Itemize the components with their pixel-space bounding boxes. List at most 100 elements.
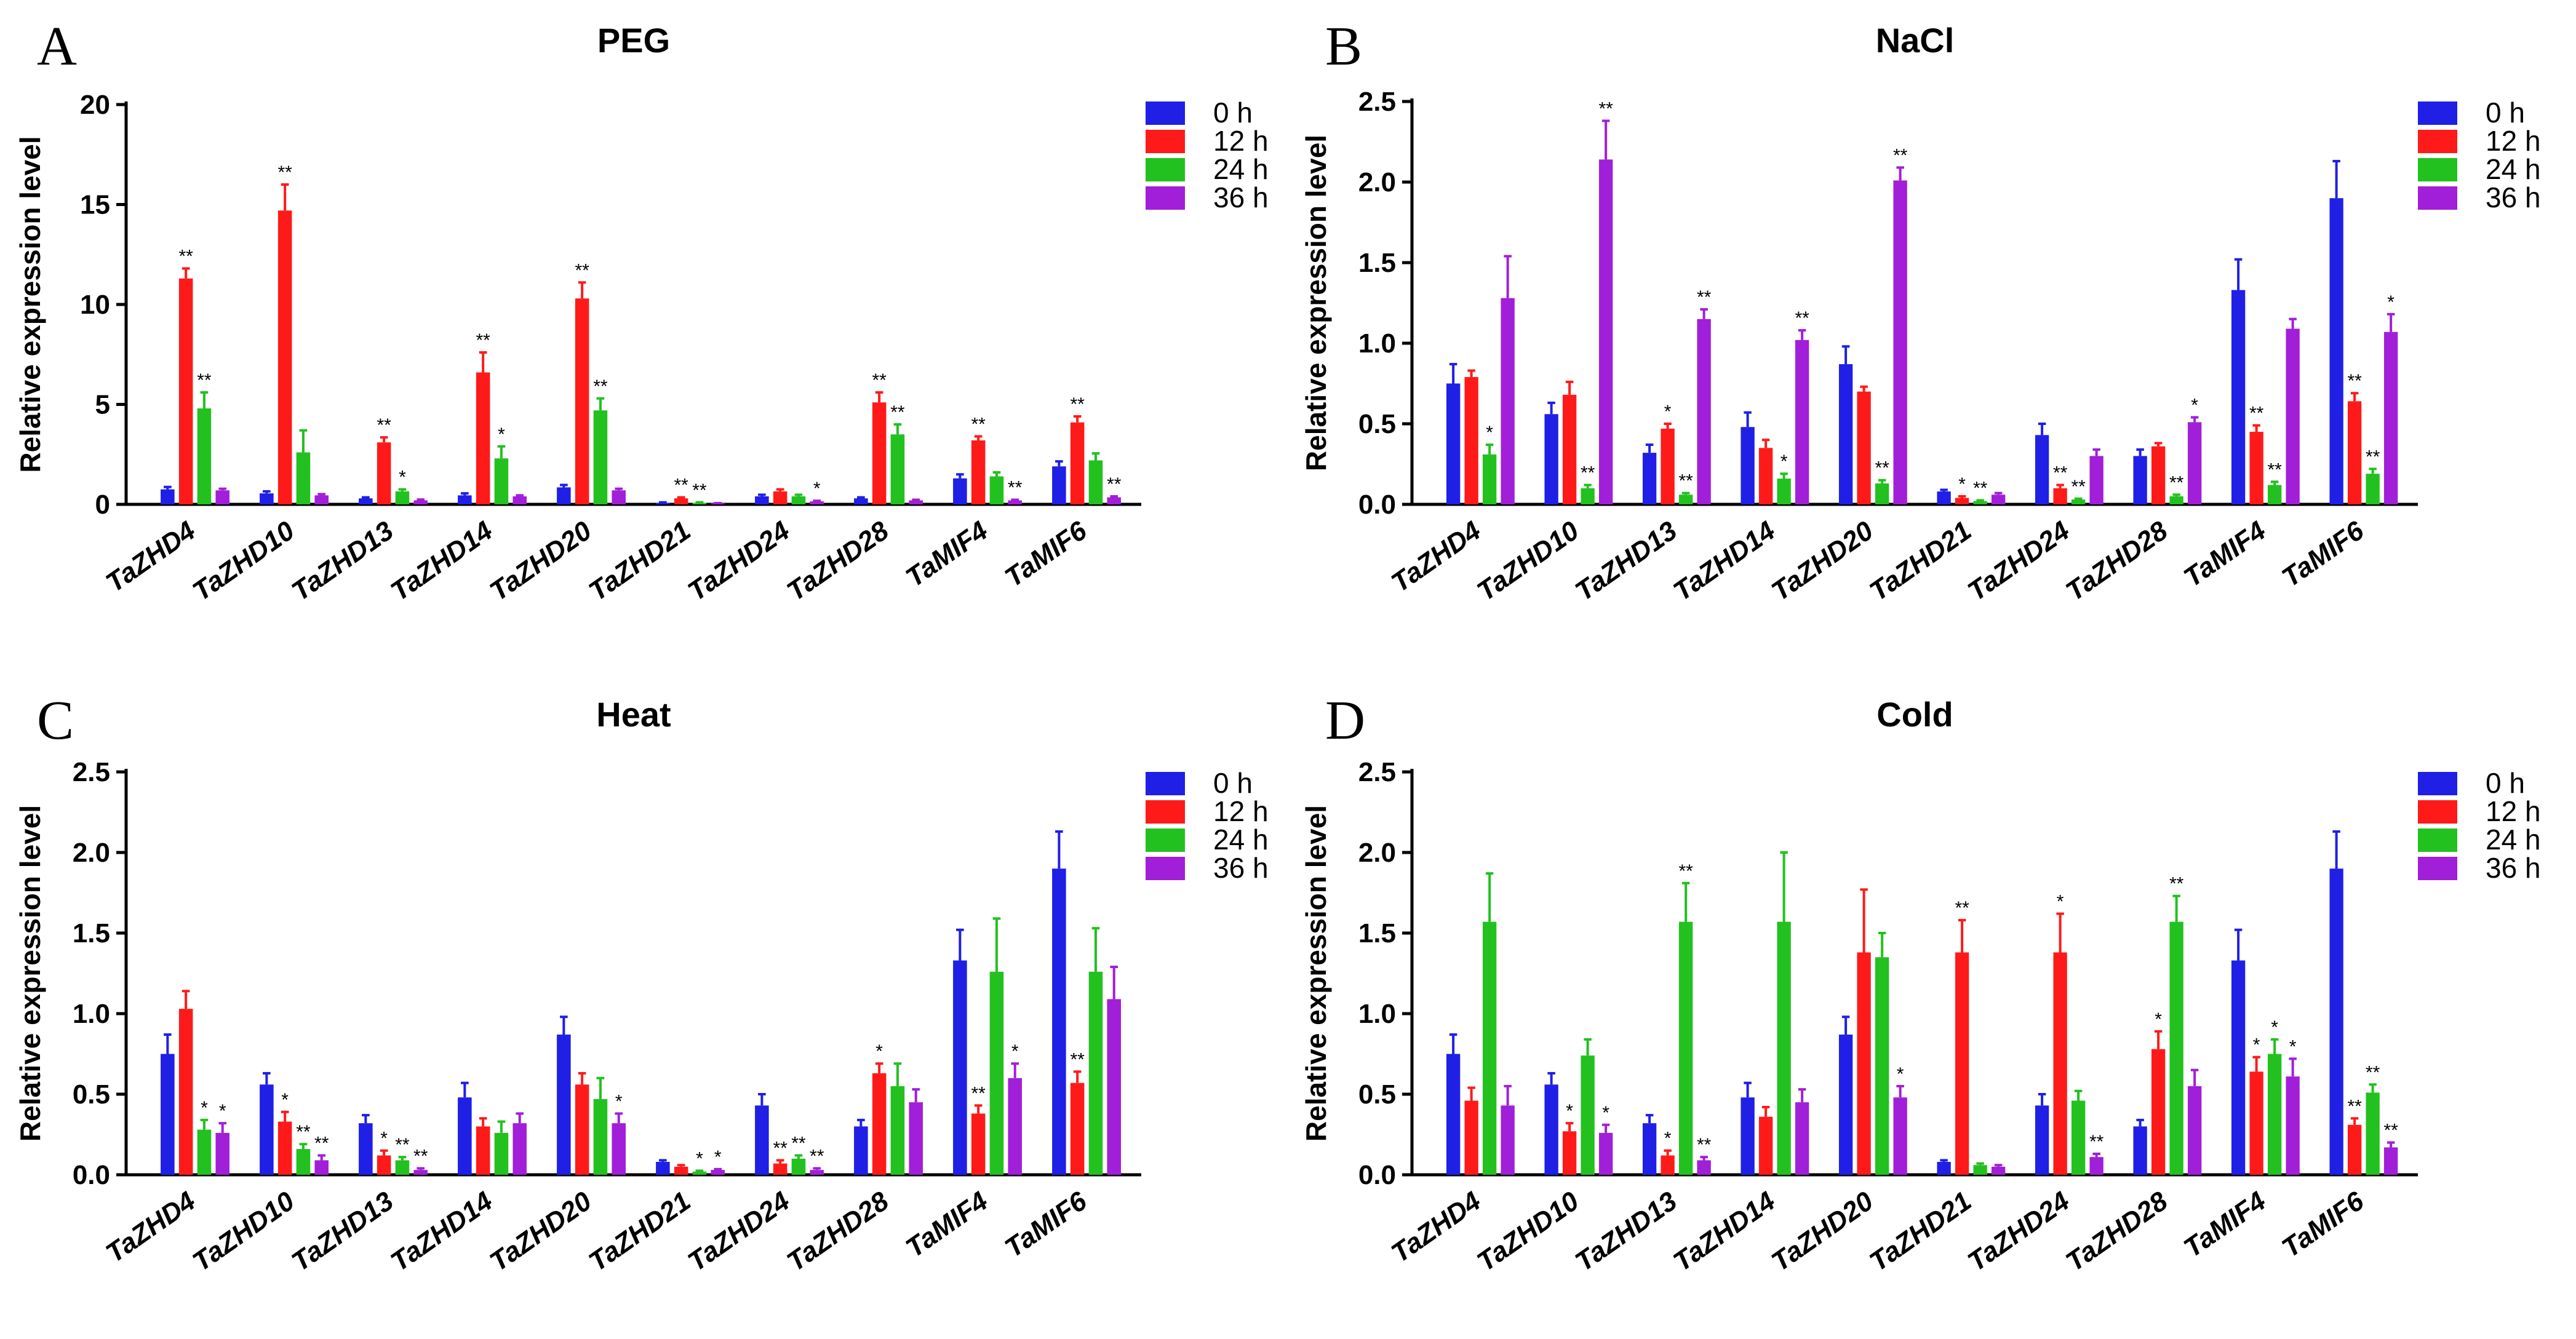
bar [178, 1009, 193, 1175]
x-tick-label: TaZHD28 [781, 515, 894, 607]
significance-marker: * [2253, 1035, 2260, 1055]
legend-label: 12 h [2486, 795, 2541, 827]
bar [1678, 495, 1693, 504]
significance-marker: * [1011, 1041, 1019, 1062]
bar [612, 490, 626, 504]
significance-marker: * [615, 1091, 623, 1111]
bar [872, 402, 887, 504]
legend-label: 36 h [1213, 181, 1269, 213]
significance-marker: ** [1697, 287, 1712, 308]
panel-letter: B [1325, 16, 1362, 77]
significance-marker: ** [1875, 458, 1889, 479]
bar [2267, 1054, 2282, 1175]
y-tick-label: 1.5 [1358, 918, 1396, 948]
bar [909, 500, 923, 504]
legend-label: 24 h [1213, 824, 1269, 856]
bar [2071, 499, 2086, 504]
x-tick-label: TaZHD4 [100, 515, 201, 598]
significance-marker: ** [2366, 447, 2380, 467]
bar [810, 1170, 824, 1175]
bar [971, 1113, 986, 1175]
bar [1875, 483, 1889, 504]
significance-marker: ** [593, 376, 608, 397]
legend-swatch [2418, 101, 2457, 125]
significance-marker: ** [692, 480, 707, 501]
significance-marker: ** [773, 1138, 788, 1158]
bar [1991, 1166, 2006, 1175]
significance-marker: * [2271, 1017, 2278, 1038]
panel-letter: C [37, 690, 74, 751]
bar [810, 501, 824, 504]
significance-marker: ** [2053, 463, 2068, 483]
x-tick-label: TaZHD20 [484, 1186, 597, 1277]
x-tick-label: TaMIF6 [2276, 1186, 2369, 1263]
y-tick-label: 1.0 [1358, 328, 1396, 359]
bar [1937, 1162, 1951, 1175]
bar [2329, 868, 2343, 1175]
bar [872, 1073, 887, 1175]
bar [1642, 453, 1657, 504]
panel-letter: D [1325, 690, 1365, 751]
significance-marker: * [219, 1101, 226, 1121]
legend-label: 24 h [1213, 153, 1269, 185]
legend-label: 0 h [1213, 767, 1253, 799]
y-tick-label: 1.5 [1358, 248, 1396, 278]
x-tick-label: TaMIF4 [900, 1186, 993, 1263]
bar [296, 1149, 311, 1175]
bar [1857, 952, 1871, 1175]
bar [1777, 921, 1791, 1175]
bar [755, 496, 769, 504]
bar [2267, 485, 2282, 504]
bar [711, 1170, 725, 1175]
bar [2035, 435, 2049, 504]
bar [674, 1166, 688, 1175]
legend-label: 36 h [2486, 181, 2541, 213]
bar [1088, 460, 1103, 504]
significance-marker: ** [296, 1122, 311, 1142]
significance-marker: * [2387, 292, 2395, 312]
significance-marker: ** [1697, 1135, 1712, 1155]
x-tick-label: TaZHD14 [1668, 515, 1780, 607]
x-tick-label: TaMIF4 [2179, 515, 2271, 593]
bar [1795, 1102, 1809, 1175]
legend-swatch [1146, 857, 1185, 880]
bar [989, 476, 1004, 504]
bar [2383, 1147, 2398, 1175]
x-tick-label: TaZHD13 [1570, 1186, 1683, 1277]
bar [791, 496, 806, 504]
x-tick-label: TaZHD20 [1766, 1186, 1879, 1277]
significance-marker: ** [1955, 898, 1969, 918]
bar [413, 1170, 428, 1175]
x-tick-label: TaZHD24 [1963, 1186, 2075, 1277]
bar [2286, 328, 2300, 504]
legend-label: 24 h [2486, 153, 2541, 185]
bar [2347, 401, 2362, 504]
significance-marker: ** [413, 1146, 428, 1167]
bar [359, 498, 373, 504]
significance-marker: ** [890, 402, 905, 423]
bar [953, 960, 967, 1175]
bar [1661, 428, 1675, 504]
bar [674, 498, 688, 504]
significance-marker: ** [2267, 459, 2282, 480]
x-tick-label: TaZHD13 [286, 515, 399, 607]
bar [2347, 1124, 2362, 1175]
bar [2071, 1100, 2086, 1175]
bar [1991, 495, 2006, 504]
bar [178, 278, 193, 504]
significance-marker: ** [178, 247, 193, 267]
x-tick-label: TaZHD10 [187, 515, 300, 607]
bar [2035, 1105, 2049, 1175]
significance-marker: * [2057, 892, 2064, 912]
significance-marker: ** [2383, 1121, 2398, 1141]
x-tick-label: TaMIF6 [999, 1186, 1092, 1263]
significance-marker: ** [2249, 403, 2264, 424]
bar [476, 1126, 490, 1175]
significance-marker: ** [2071, 477, 2086, 497]
panel-letter: A [37, 16, 77, 77]
significance-marker: ** [1008, 478, 1023, 498]
significance-marker: * [1664, 1129, 1672, 1149]
bar [1598, 159, 1613, 504]
bar [2151, 1049, 2166, 1175]
significance-marker: ** [1070, 1049, 1085, 1070]
